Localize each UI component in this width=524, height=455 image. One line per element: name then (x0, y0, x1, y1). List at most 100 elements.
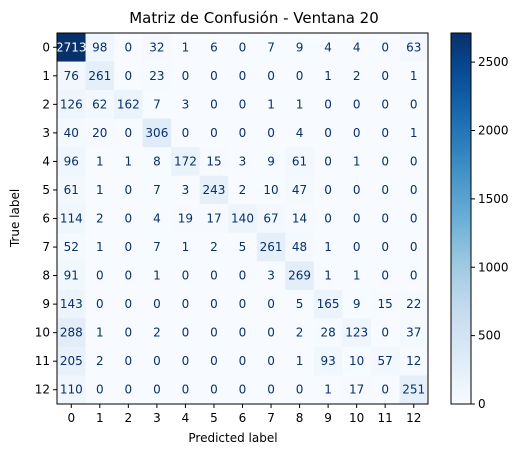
cell-value-label: 0 (125, 126, 133, 140)
cell-value-label: 172 (174, 154, 197, 168)
heatmap-cell (313, 346, 343, 376)
colorbar-tick-label: 1000 (478, 260, 509, 274)
heatmap-cell (57, 33, 87, 63)
x-tick-label: 7 (267, 411, 275, 425)
cell-value-label: 15 (206, 154, 221, 168)
cell-value-label: 1 (125, 154, 133, 168)
cell-value-label: 0 (153, 354, 161, 368)
cell-value-label: 0 (410, 212, 418, 226)
cell-value-label: 0 (96, 383, 104, 397)
heatmap-cell (171, 261, 201, 291)
cell-value-label: 2 (210, 240, 218, 254)
cell-value-label: 1 (96, 154, 104, 168)
heatmap-cell (85, 204, 115, 234)
heatmap-cell (399, 346, 429, 376)
heatmap-cell (171, 232, 201, 262)
heatmap-cell (114, 61, 144, 91)
heatmap-cell (228, 175, 258, 205)
cell-value-label: 0 (239, 97, 247, 111)
heatmap-cell (85, 375, 115, 405)
cell-value-label: 4 (153, 212, 161, 226)
cell-value-label: 0 (239, 326, 247, 340)
heatmap-cell (228, 289, 258, 319)
cell-value-label: 0 (381, 326, 389, 340)
cell-value-label: 0 (324, 154, 332, 168)
heatmap-cell (370, 118, 400, 148)
y-tick-label: 10 (35, 326, 50, 340)
heatmap-cell (85, 346, 115, 376)
cell-value-label: 1 (410, 126, 418, 140)
heatmap-cell (370, 175, 400, 205)
cell-value-label: 0 (324, 97, 332, 111)
heatmap-cell (228, 204, 258, 234)
cell-value-label: 5 (296, 297, 304, 311)
heatmap-cell (57, 147, 87, 177)
heatmap-cell (171, 318, 201, 348)
heatmap-cell (142, 261, 172, 291)
heatmap-cell (370, 204, 400, 234)
cell-value-label: 1 (410, 69, 418, 83)
heatmap-cell (114, 147, 144, 177)
cell-value-label: 8 (153, 154, 161, 168)
colorbar-tick-label: 2500 (478, 55, 509, 69)
heatmap-cell (399, 232, 429, 262)
cell-value-label: 7 (267, 40, 275, 54)
heatmap-cell (256, 118, 286, 148)
heatmap-cell (228, 346, 258, 376)
cell-value-label: 93 (320, 354, 335, 368)
cell-value-label: 0 (239, 126, 247, 140)
cell-value-label: 96 (64, 154, 79, 168)
heatmap-cell (142, 346, 172, 376)
heatmap-cell (142, 175, 172, 205)
cell-value-label: 0 (410, 97, 418, 111)
cell-value-label: 3 (267, 269, 275, 283)
cell-value-label: 123 (345, 326, 368, 340)
cell-value-label: 17 (349, 383, 364, 397)
heatmap-cell (256, 289, 286, 319)
heatmap-cell (142, 90, 172, 120)
heatmap-cell (370, 375, 400, 405)
heatmap-cell (313, 118, 343, 148)
heatmap-cell (171, 118, 201, 148)
heatmap-cell (256, 261, 286, 291)
cell-value-label: 7 (153, 183, 161, 197)
cell-value-label: 2 (296, 326, 304, 340)
cell-value-label: 0 (410, 154, 418, 168)
cell-value-label: 288 (60, 326, 83, 340)
y-tick-label: 2 (42, 97, 50, 111)
heatmap-cell (399, 261, 429, 291)
heatmap-cell (342, 33, 372, 63)
cell-value-label: 261 (260, 240, 283, 254)
cell-value-label: 0 (96, 269, 104, 283)
heatmap-cell (85, 33, 115, 63)
cell-value-label: 9 (267, 154, 275, 168)
cell-value-label: 0 (210, 354, 218, 368)
cell-value-label: 0 (324, 126, 332, 140)
cell-value-label: 1 (182, 240, 190, 254)
heatmap-cell (171, 61, 201, 91)
cell-value-label: 3 (182, 183, 190, 197)
cell-value-label: 0 (182, 326, 190, 340)
heatmap-cell (57, 261, 87, 291)
cell-value-label: 7 (153, 240, 161, 254)
cell-value-label: 140 (231, 212, 254, 226)
cell-value-label: 17 (206, 212, 221, 226)
cell-value-label: 0 (353, 97, 361, 111)
x-axis-ticks: 0 1 2 3 4 5 6 7 8 9 10 11 12 (67, 404, 421, 425)
x-tick-label: 6 (239, 411, 247, 425)
heatmap-cell (57, 232, 87, 262)
cell-value-label: 0 (267, 326, 275, 340)
x-tick-label: 3 (153, 411, 161, 425)
heatmap-cell (285, 318, 315, 348)
heatmap-cell (285, 346, 315, 376)
cell-value-label: 1 (96, 240, 104, 254)
cell-value-label: 2713 (56, 40, 87, 54)
cell-value-label: 0 (239, 269, 247, 283)
cell-value-label: 22 (406, 297, 421, 311)
heatmap-cell (399, 90, 429, 120)
heatmap-cell (57, 118, 87, 148)
y-tick-label: 7 (42, 240, 50, 254)
heatmap-cell (313, 261, 343, 291)
heatmap-cell (285, 147, 315, 177)
